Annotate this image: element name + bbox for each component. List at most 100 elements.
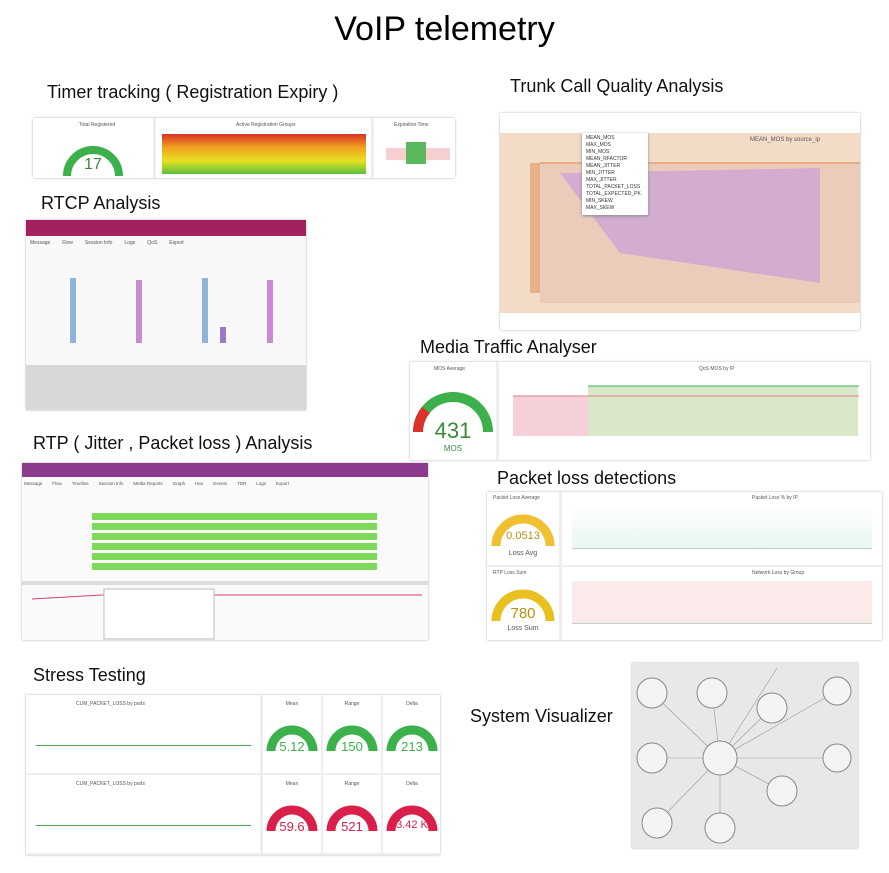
stress-panel: CUM_PACKET_LOSS by pods Mean 5.12 Range 150 D… xyxy=(26,695,440,855)
heading: Trunk Call Quality Analysis xyxy=(510,76,724,96)
stat-panel: Delta 3.42 K xyxy=(383,775,440,853)
tab: Hex xyxy=(195,481,204,486)
gauge-panel: Packet Loss Average 0.0513 Loss Avg xyxy=(487,492,559,565)
panel-title: Expiration Time xyxy=(394,122,429,128)
tab: Session Info xyxy=(84,240,113,246)
panel-title: Total Registered xyxy=(79,122,116,128)
grid xyxy=(572,581,872,624)
stat-panel: Mean 59.6 xyxy=(263,775,321,853)
stat-value: 150 xyxy=(341,739,363,754)
chart-title: CUM_PACKET_LOSS by pods xyxy=(76,701,145,707)
stat-value: 5.12 xyxy=(279,739,305,754)
stat-label: Range xyxy=(344,781,360,787)
value: 431 xyxy=(434,418,472,443)
menu-item: MAX_MOS xyxy=(586,142,612,148)
menu-item: MAX_SKEW xyxy=(586,205,615,211)
gauge xyxy=(326,805,378,832)
menu-item: MEAN_JITTER xyxy=(586,163,621,169)
heading: Stress Testing xyxy=(33,665,146,685)
tab: Export xyxy=(275,481,289,486)
heading: RTCP Analysis xyxy=(41,193,161,213)
heading: RTP ( Jitter , Packet loss ) Analysis xyxy=(33,433,313,453)
tab: TDR xyxy=(236,481,247,486)
rtp-panel: Message Flow Timeline Session Info Media Rep… xyxy=(22,463,428,640)
grid xyxy=(572,506,872,549)
chart-title: Network Loss by Group xyxy=(752,570,805,576)
stat-value: 3.42 K xyxy=(396,819,428,831)
title: VoIP telemetry xyxy=(334,10,555,48)
tab: Message xyxy=(24,481,43,486)
heading: Packet loss detections xyxy=(497,468,677,488)
tab: QoS xyxy=(147,240,158,246)
menu: MEAN_MOS MAX_MOS MIN_MOS MEAN_RFACTOR MEAN_J… xyxy=(582,133,648,215)
menu-item: MEAN_MOS xyxy=(586,135,615,141)
tab: Message xyxy=(30,240,51,246)
stat-panel: Range 150 xyxy=(323,695,381,773)
panel-title: Active Registration Groups xyxy=(236,122,296,128)
value: 780 xyxy=(510,605,536,622)
menu-item: MIN_JITTER xyxy=(586,170,615,176)
gauge xyxy=(386,805,438,832)
stat-value: 213 xyxy=(401,739,423,754)
unit: Loss Avg xyxy=(508,550,538,557)
menu-item: MAX_JITTER xyxy=(586,177,617,183)
heading: Media Traffic Analyser xyxy=(420,337,597,357)
unit: MOS xyxy=(443,444,463,453)
gauge xyxy=(266,725,318,752)
gauge-panel: RTP Loss Sum 780 Loss Sum xyxy=(487,567,559,640)
stat-label: Mean xyxy=(285,781,299,787)
chart-title: Packet Loss % by IP xyxy=(752,495,798,501)
tab: Logs xyxy=(256,481,266,486)
menu-item: MEAN_RFACTOR xyxy=(586,156,628,162)
chart-panel: Network Loss by Group xyxy=(562,567,882,640)
panel-title: MOS Average xyxy=(434,366,466,372)
tab: Flow xyxy=(52,481,62,486)
gauge xyxy=(491,589,555,622)
heading: System Visualizer xyxy=(470,706,613,726)
chart-title: CUM_PACKET_LOSS by pods xyxy=(76,781,145,787)
tab: Logs xyxy=(124,240,136,246)
stat-label: Delta xyxy=(406,701,418,707)
tab: Events xyxy=(213,481,227,486)
line xyxy=(36,745,251,746)
stat-panel: Mean 5.12 xyxy=(263,695,321,773)
media-panel: MOS Average 431 MOS QoS MOS by IP xyxy=(410,362,870,460)
stat-label: Range xyxy=(344,701,360,707)
chart-title: QoS MOS by IP xyxy=(699,366,735,372)
timer-panel: Total Registered 17 Active Registration … xyxy=(33,118,455,178)
stat-label: Mean xyxy=(285,701,299,707)
chart-panel: CUM_PACKET_LOSS by pods xyxy=(26,695,260,773)
chart-panel: Packet Loss % by IP xyxy=(562,492,882,565)
gauge xyxy=(491,514,555,547)
stat-panel: Range 521 xyxy=(323,775,381,853)
panel-title: Packet Loss Average xyxy=(493,495,540,501)
menu-item: TOTAL_EXPECTED_PK xyxy=(586,191,641,197)
heading: Timer tracking ( Registration Expiry ) xyxy=(47,82,339,102)
chart-title: MEAN_MOS by source_ip xyxy=(750,137,821,143)
tab: Export xyxy=(169,240,184,246)
tab: Graph xyxy=(172,481,186,486)
menu-item: MIN_SKEW xyxy=(586,198,613,204)
graph-panel xyxy=(632,663,858,848)
menu-item: MIN_MOS xyxy=(586,149,610,155)
rtcp-panel: Message Flow Session Info Logs QoS Export xyxy=(26,220,306,410)
stat-value: 59.6 xyxy=(279,819,305,834)
graph xyxy=(636,667,852,844)
stat-panel: Delta 213 xyxy=(383,695,440,773)
chart-panel: CUM_PACKET_LOSS by pods xyxy=(26,775,260,853)
gauge xyxy=(266,805,318,832)
tab: Session Info xyxy=(98,481,124,486)
trunk-panel: MEAN_MOS by source_ip MEAN_MOS MAX_MOS MIN… xyxy=(500,113,860,330)
menu-item: TOTAL_PACKET_LOSS xyxy=(586,184,641,190)
tab: Media Reports xyxy=(133,481,163,486)
gauge xyxy=(386,725,438,752)
unit: Loss Sum xyxy=(507,625,539,632)
gauge xyxy=(326,725,378,752)
value: 0.0513 xyxy=(506,530,540,542)
value: 17 xyxy=(84,156,102,173)
tab: Timeline xyxy=(71,481,89,486)
line xyxy=(36,825,251,826)
stat-value: 521 xyxy=(341,819,363,834)
tab: Flow xyxy=(62,240,73,246)
